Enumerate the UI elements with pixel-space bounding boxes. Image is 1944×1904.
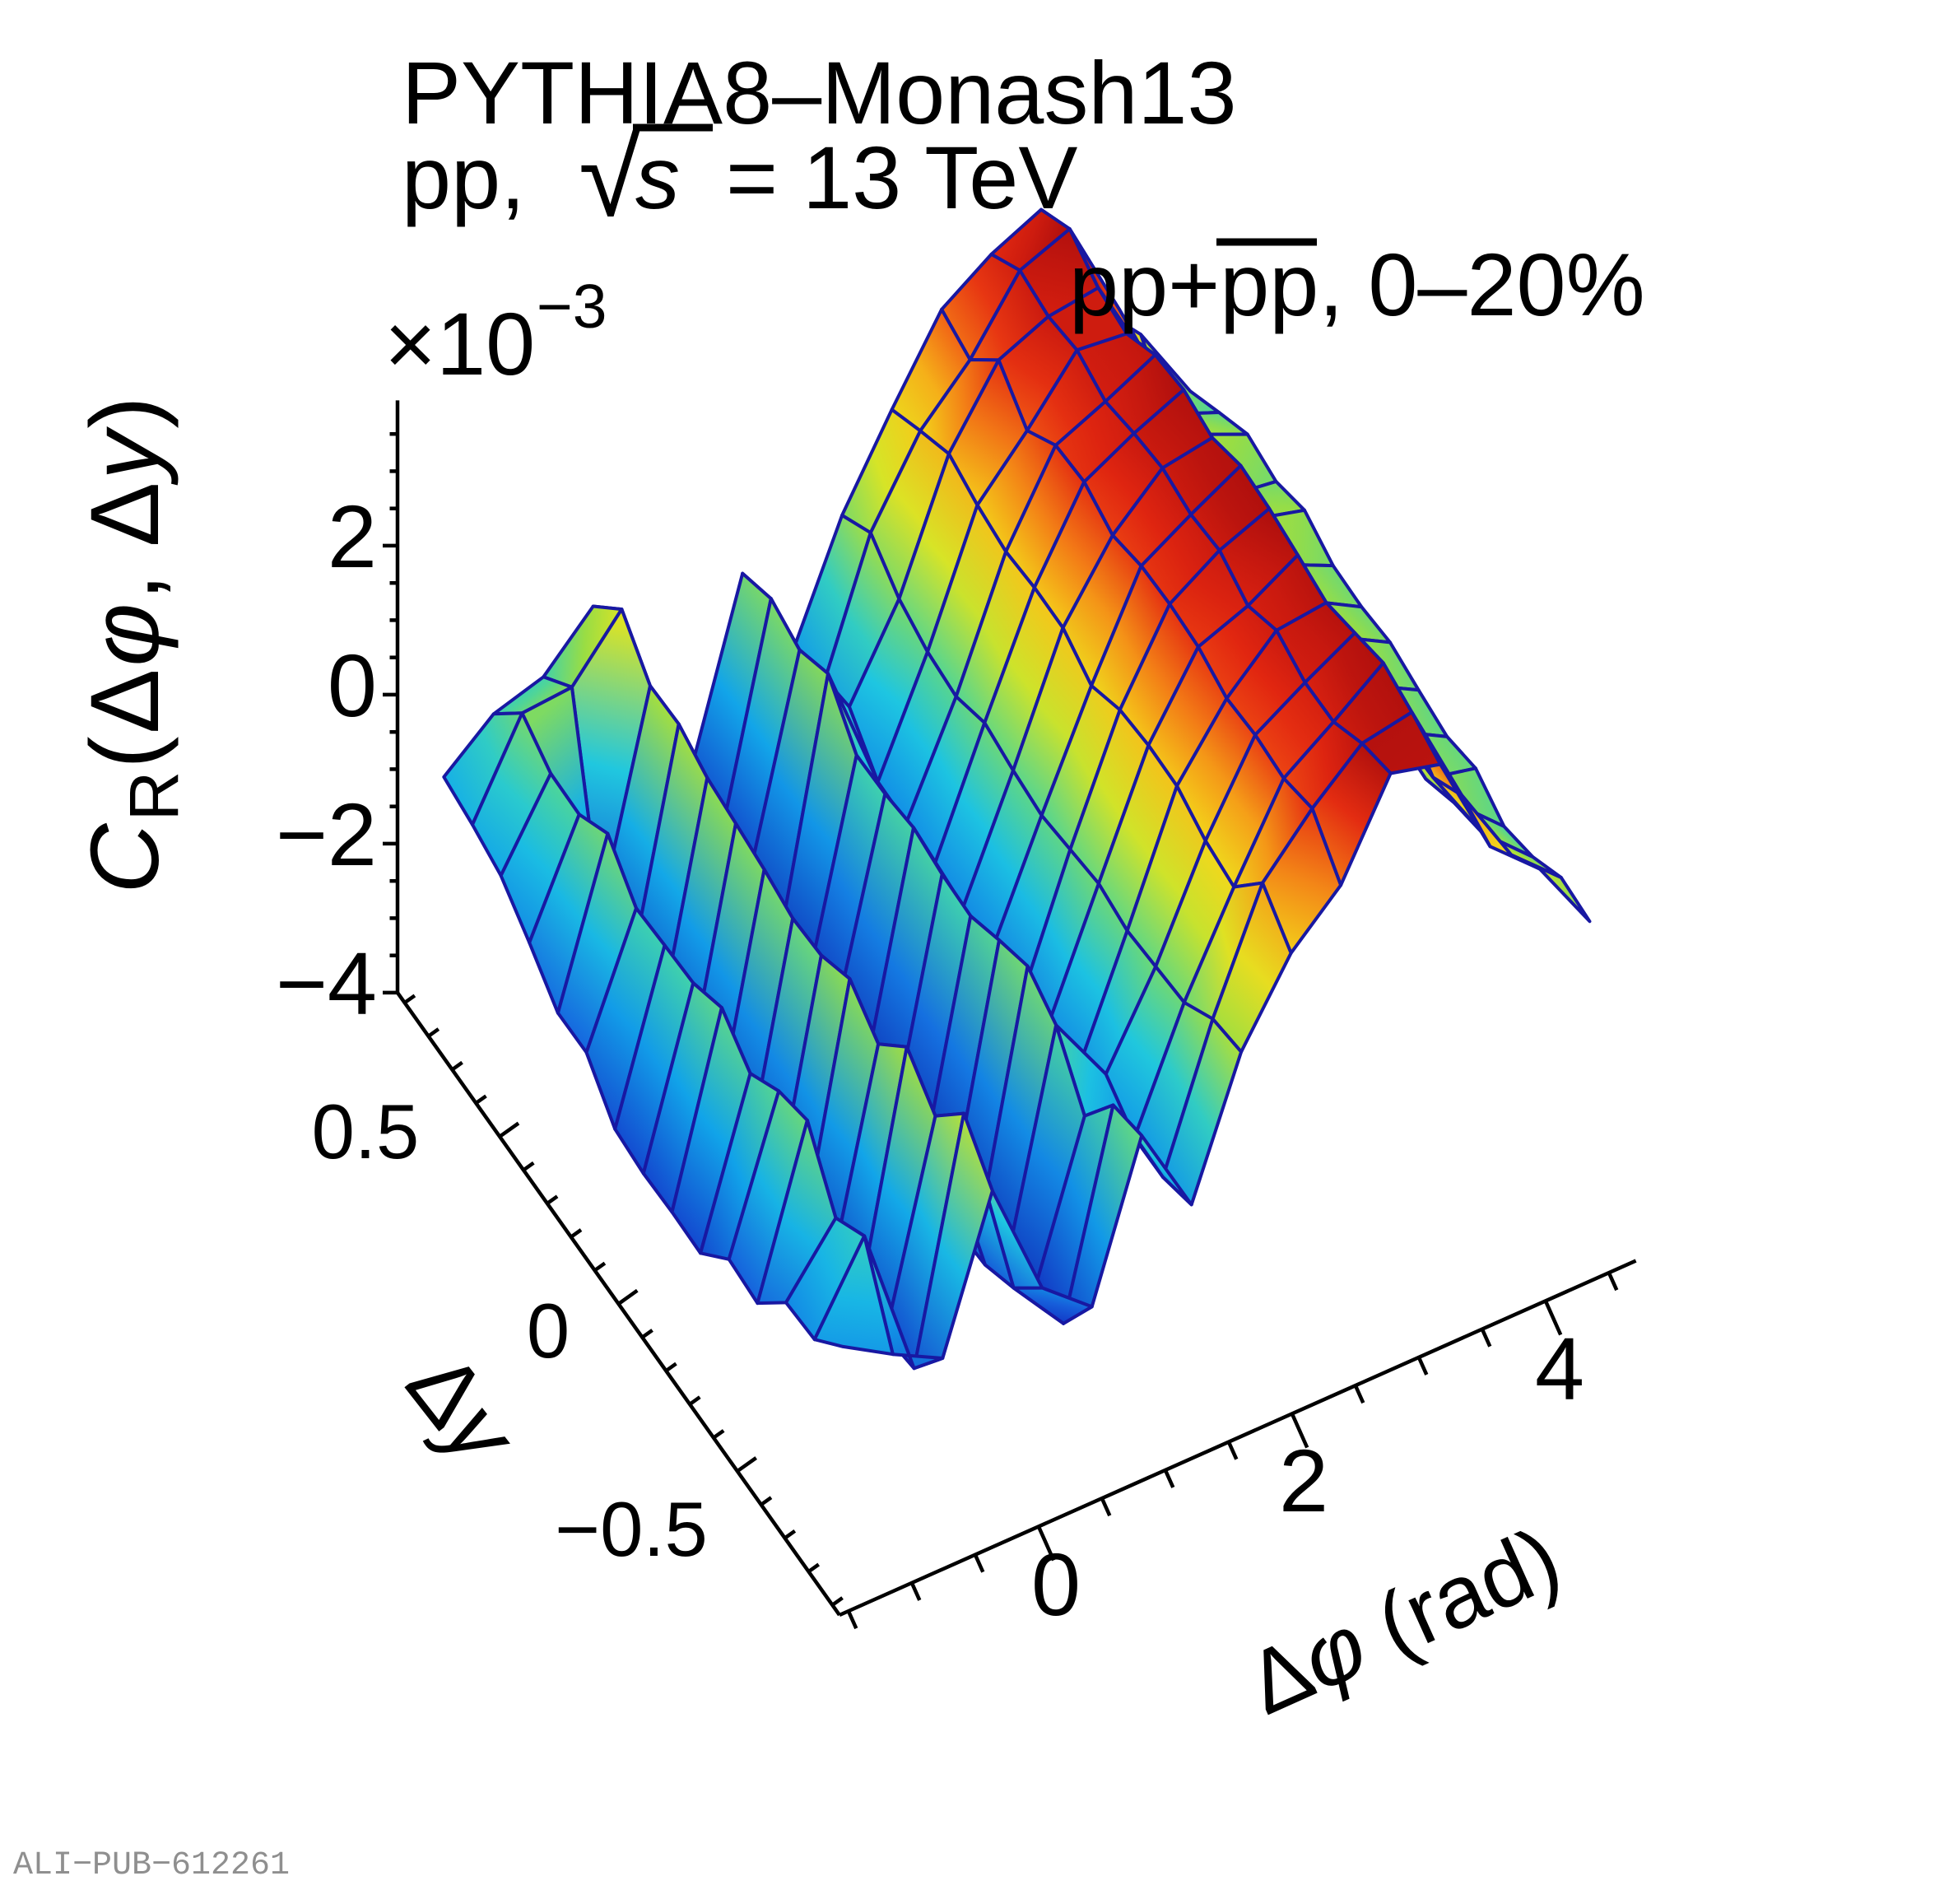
- svg-text:−2: −2: [276, 784, 377, 884]
- svg-text:−0.5: −0.5: [555, 1486, 708, 1572]
- svg-text:CR(Δφ, Δy): CR(Δφ, Δy): [71, 393, 193, 893]
- svg-text:0.5: 0.5: [312, 1088, 420, 1175]
- svg-text:√: √: [579, 111, 642, 240]
- svg-text:s: s: [635, 128, 680, 227]
- svg-text:4: 4: [1535, 1319, 1584, 1418]
- svg-text:0: 0: [527, 1287, 570, 1374]
- svg-text:0: 0: [1031, 1534, 1081, 1634]
- svg-text:2: 2: [1279, 1431, 1328, 1530]
- svg-text:PYTHIA8–Monash13: PYTHIA8–Monash13: [402, 43, 1237, 142]
- svg-text:pp,: pp,: [402, 128, 525, 227]
- svg-text:pp+pp, 0–20%: pp+pp, 0–20%: [1069, 235, 1645, 334]
- svg-text:2: 2: [328, 486, 377, 586]
- svg-text:0: 0: [328, 635, 377, 735]
- svg-text:−4: −4: [276, 933, 377, 1033]
- svg-text:×10: ×10: [384, 294, 535, 393]
- svg-text:ALI−PUB−612261: ALI−PUB−612261: [13, 1847, 290, 1884]
- svg-text:−3: −3: [537, 272, 607, 341]
- svg-text:= 13 TeV: = 13 TeV: [726, 128, 1077, 227]
